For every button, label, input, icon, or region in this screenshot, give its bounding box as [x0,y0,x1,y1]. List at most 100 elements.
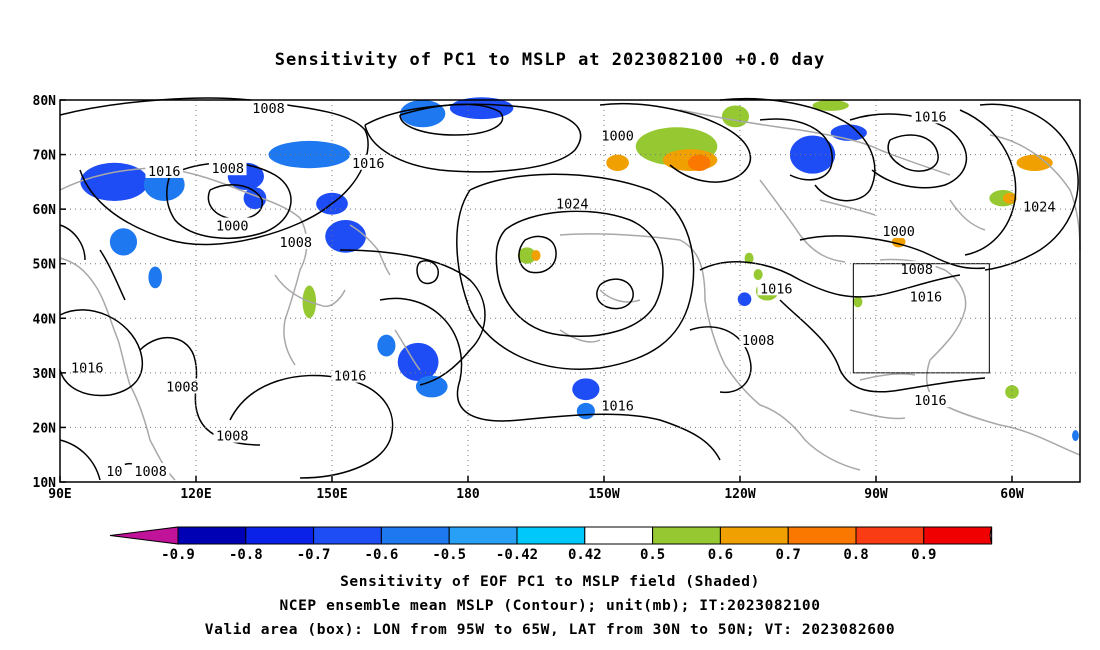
colorbar-swatch [380,526,450,545]
colorbar-label: 0.6 [708,547,733,563]
colorbar-swatch [719,526,789,545]
contour-label-layer: 1008 1000 1016 1016 1008 1016 1024 1000 1008 1000… [68,100,1058,480]
sensitivity-patch [576,402,595,420]
contour-label: 1000 [601,128,634,144]
axis-tick-layer: 90E 120E 150E 180 150W 120W 90W 60W 80N 70N 60N 50N… [33,94,1024,502]
colorbar-label: -0.42 [496,547,538,563]
contour-label: 1008 [216,429,249,445]
contour-label: 1008 [279,235,312,251]
colorbar-swatch [448,526,518,545]
lat-lon-grid [60,100,1080,482]
colorbar-swatch [516,526,586,545]
contour-label: 1008 [134,464,167,480]
sensitivity-patch [109,228,138,256]
colorbar-label: 0.9 [911,547,936,563]
contour-label-bg [68,359,106,375]
lat-tick-label: 40N [33,312,57,327]
caption-contour: NCEP ensemble mean MSLP (Contour); unit(… [279,598,821,614]
contour-label-bg [911,108,950,124]
colorbar-label: -0.5 [432,547,466,563]
contour-label-bg [208,160,247,176]
contour-label-bg [1020,198,1058,214]
contour-label: 1008 [166,380,199,396]
colorbar-label: -0.8 [229,547,263,563]
colorbar-under-triangle [109,526,179,545]
sensitivity-patch [687,154,711,171]
colorbar-swatch [177,526,247,545]
colorbar-label: -0.6 [365,547,399,563]
colorbar: -0.9 -0.8 -0.7 -0.6 -0.5 -0.42 0.42 0.5 0.6 0.7 0.… [109,526,993,563]
lon-tick-label: 90W [864,487,888,502]
colorbar-swatch [245,526,315,545]
sensitivity-patch [1002,192,1017,204]
sensitivity-patch [531,250,541,261]
lon-tick-label: 150W [588,487,619,502]
lat-tick-label: 50N [33,258,57,273]
colorbar-swatch [787,526,857,545]
figure-title: Sensitivity of PC1 to MSLP at 2023082100… [274,50,826,70]
colorbar-label: -0.7 [297,547,331,563]
contour-label-bg [104,463,125,479]
lon-tick-label: 60W [1000,487,1024,502]
contour-label-bg [879,222,918,238]
sensitivity-patch [268,140,351,169]
contour-label-bg [757,280,796,296]
sensitivity-patch [1072,430,1079,442]
contour-label: 1016 [71,360,104,376]
contour-label-bg [898,261,936,277]
sensitivity-patch [449,97,514,120]
coastline-layer [59,109,1081,481]
contour-label-bg [145,162,184,178]
lat-tick-label: 30N [33,367,57,382]
lon-tick-label: 180 [456,487,480,502]
contour-label-bg [131,463,170,479]
sensitivity-patch [572,378,600,401]
sensitivity-patch [1016,154,1053,171]
sensitivity-patch [744,252,754,264]
colorbar-over-triangle [989,526,993,545]
contour-label: 1008 [211,161,244,177]
contour-label: 1016 [910,289,943,305]
sensitivity-patch [517,247,537,264]
contour-label-bg [598,397,637,413]
colorbar-swatch [652,526,721,545]
sensitivity-patch [789,135,836,174]
contour-label: 1016 [914,393,947,409]
sensitivity-patch [397,342,439,382]
lat-tick-label: 70N [33,149,57,164]
lat-tick-label: 10N [33,476,57,491]
contour-label-bg [213,427,252,443]
contour-label: 1016 [352,156,385,172]
contour-label: 1008 [742,333,775,349]
contour-label: 1016 [914,109,947,125]
lat-tick-label: 60N [33,203,57,218]
sensitivity-patch [853,296,863,308]
sensitivity-patch [80,162,149,201]
contour-label: 1016 [148,164,181,180]
colorbar-swatch [923,526,993,545]
sensitivity-patch [325,220,366,253]
contour-label-bg [276,233,315,249]
colorbar-label: 0.42 [568,547,602,563]
valid-area-box [852,263,990,374]
colorbar-swatch [313,526,382,545]
sensitivity-patch [812,100,849,111]
lat-tick-label: 20N [33,421,57,436]
contour-label-bg [331,367,369,383]
contour-label: 1000 [882,224,915,240]
lon-tick-label: 150E [316,487,347,502]
contour-label-bg [907,288,945,304]
colorbar-label: 0.5 [640,547,665,563]
colorbar-swatch [584,526,654,545]
contour-label: 1024 [556,197,589,213]
lon-tick-label: 90E [48,487,71,502]
colorbar-swatch [855,526,925,545]
lat-tick-label: 80N [33,94,57,109]
colorbar-label: -0.9 [161,547,195,563]
contour-label-bg [598,127,637,143]
contour-label: 10 [106,464,122,480]
mslp-contour-layer [59,97,1079,481]
contour-label: 1008 [252,101,285,117]
colorbar-label: 0.8 [843,547,868,563]
